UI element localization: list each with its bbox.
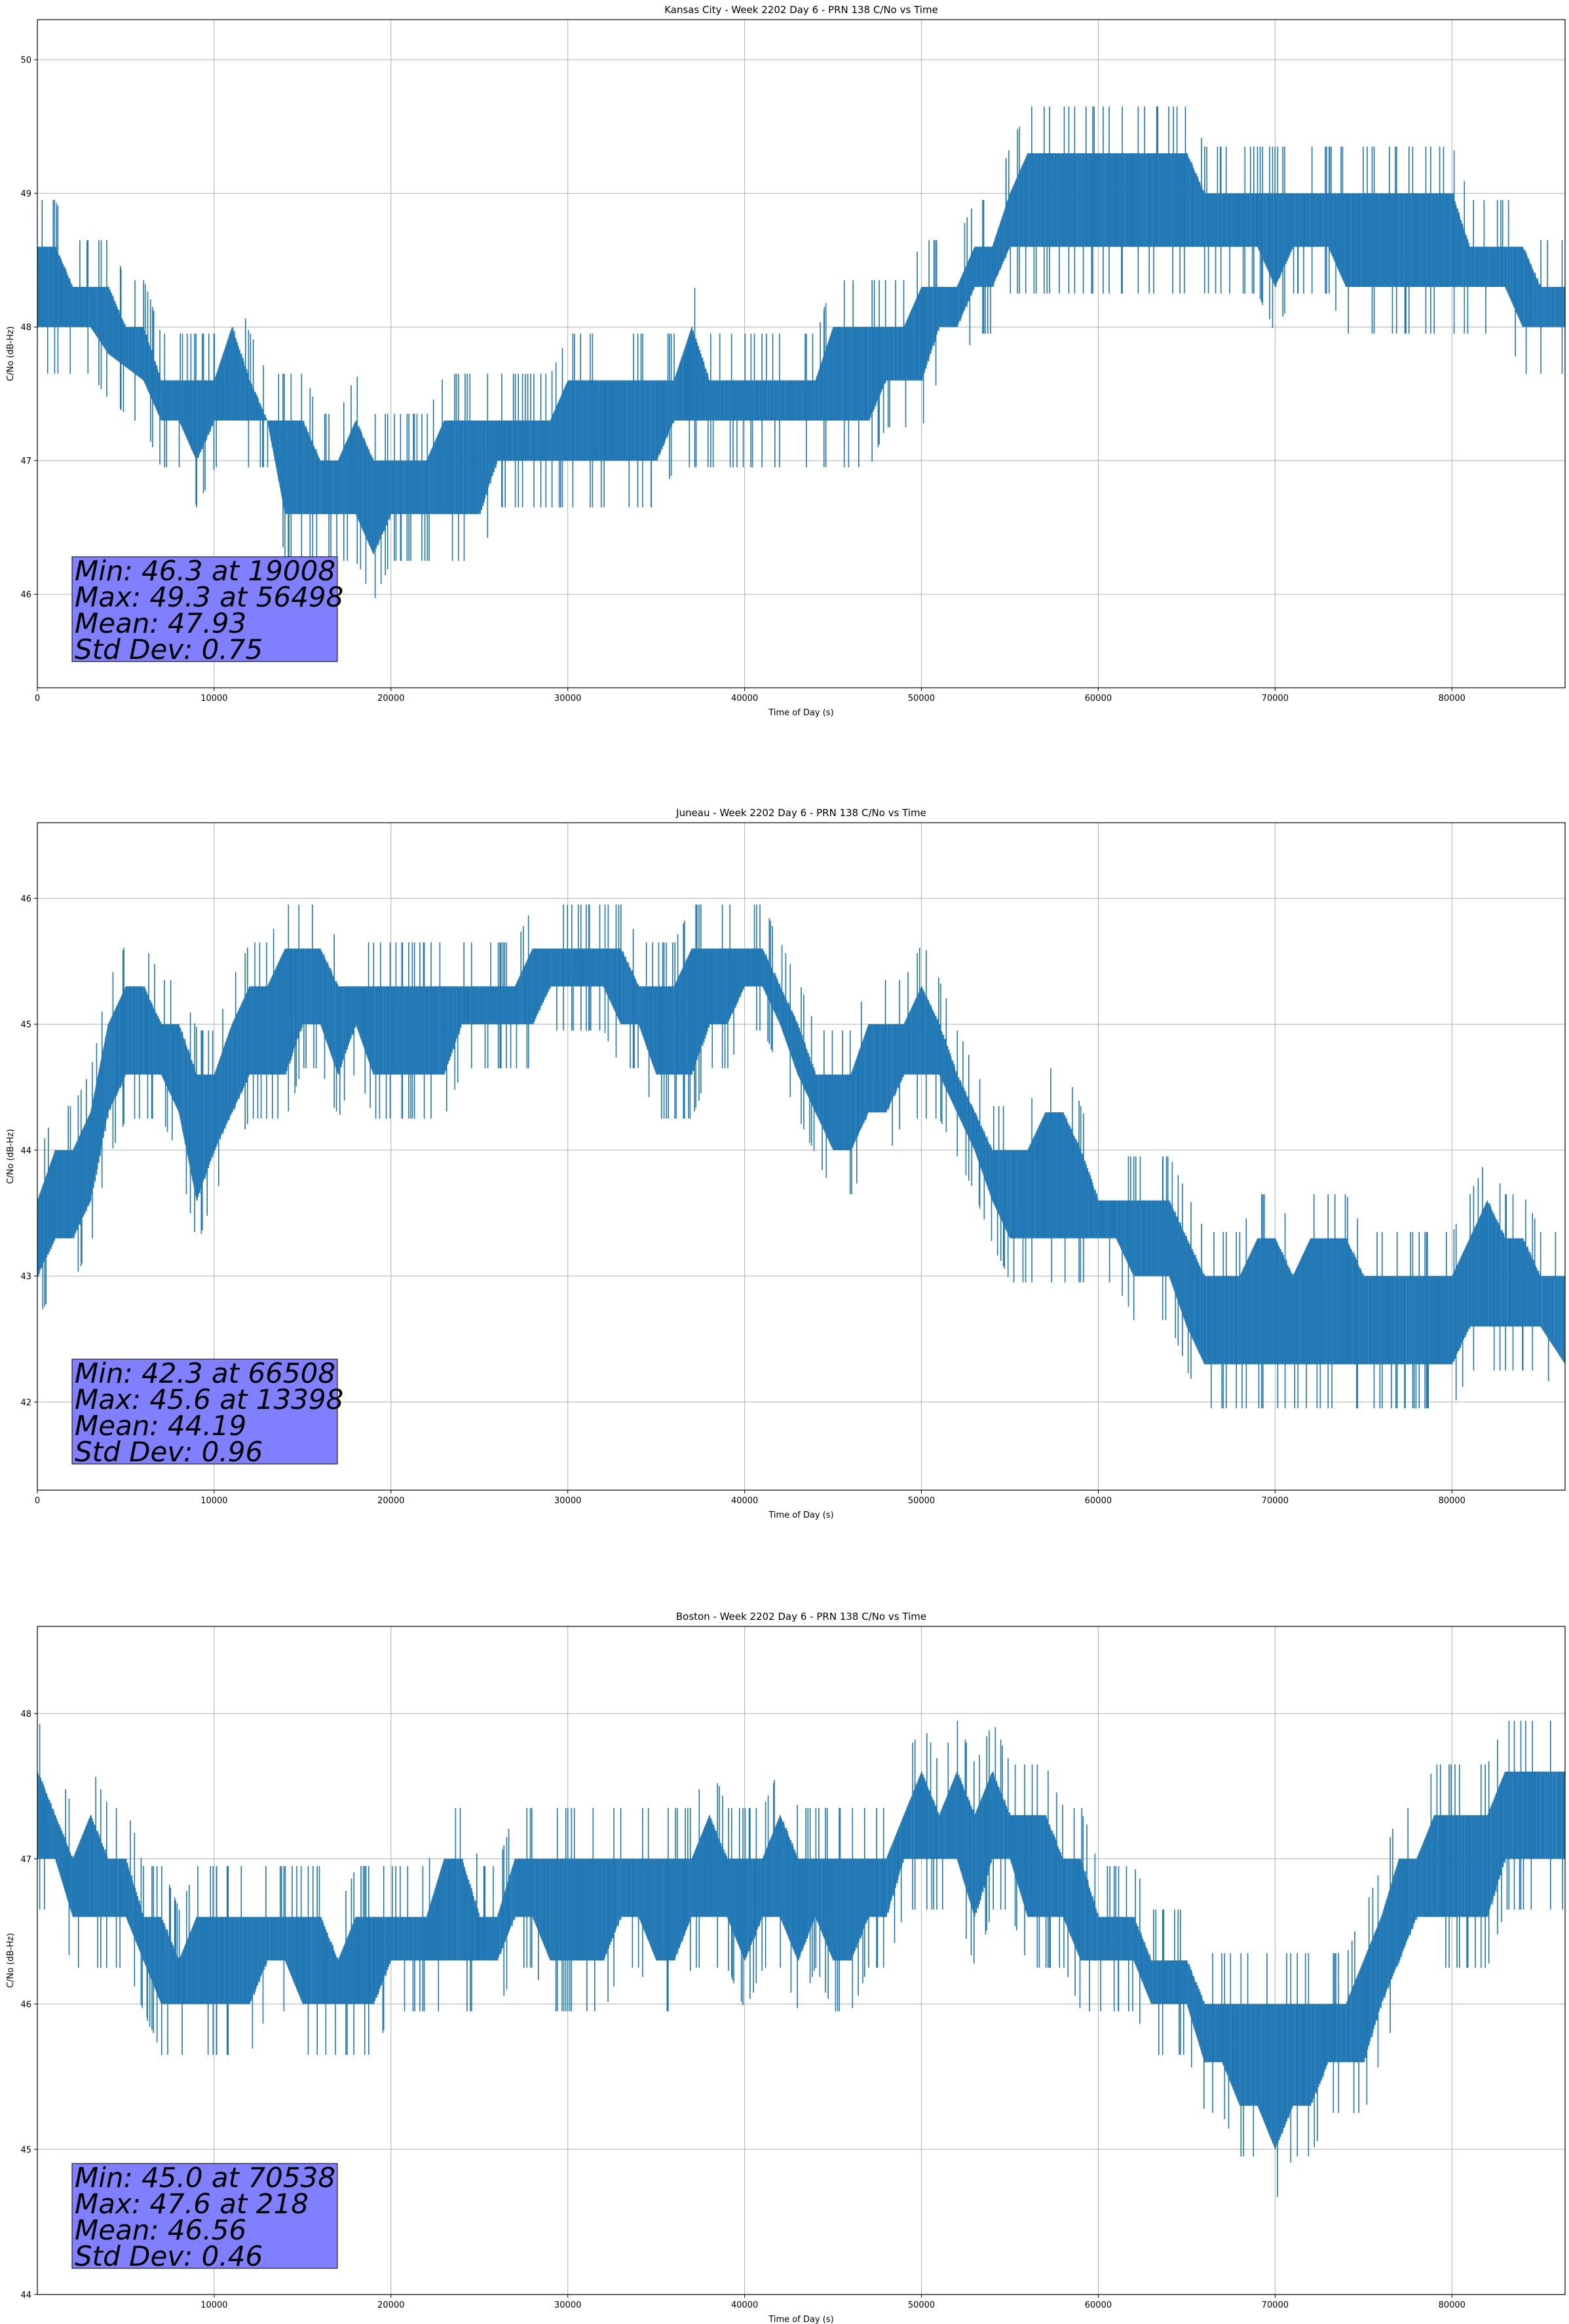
series-noise [38, 905, 1564, 1408]
stats-max: Max: 47.6 at 218 [75, 2188, 309, 2220]
series-cno [37, 1721, 1565, 2198]
x-tick-label: 40000 [731, 694, 758, 703]
chart-panel-1: 0 10000 20000 30000 40000 50000 60000 70000 8000… [6, 4, 1566, 718]
plot-frame [37, 19, 1566, 688]
x-tick-label: 40000 [731, 2300, 758, 2310]
x-tick-label: 80000 [1439, 2300, 1465, 2310]
x-axis-label: Time of Day (s) [768, 1510, 833, 1520]
y-tick-label: 48 [20, 1710, 31, 1719]
stats-mean: Mean: 47.93 [75, 607, 246, 639]
chart-title: Juneau - Week 2202 Day 6 - PRN 138 C/No … [675, 807, 926, 819]
stats-min: Min: 45.0 at 70538 [75, 2162, 335, 2194]
x-tick-label: 60000 [1085, 2300, 1112, 2310]
y-tick-label: 46 [20, 590, 31, 600]
series-noise [37, 106, 1565, 598]
x-tick-label: 70000 [1262, 2300, 1289, 2310]
x-tick-label: 30000 [554, 1496, 581, 1506]
x-tick-label: 80000 [1439, 1496, 1465, 1506]
x-axis-label: Time of Day (s) [768, 2315, 833, 2324]
x-tick-label: 70000 [1262, 694, 1289, 703]
stats-mean: Mean: 44.19 [75, 1410, 246, 1442]
chart-title: Kansas City - Week 2202 Day 6 - PRN 138 … [664, 4, 938, 16]
x-tick-label: 70000 [1262, 1496, 1289, 1506]
y-tick-label: 42 [20, 1398, 31, 1408]
y-tick-label: 47 [20, 457, 31, 466]
chart-panel-3: 10000 20000 30000 40000 50000 60000 70000 80000… [6, 1611, 1566, 2324]
x-tick-label: 30000 [554, 2300, 581, 2310]
x-tick-label: 10000 [200, 2300, 227, 2310]
x-tick-label: 20000 [377, 1496, 404, 1506]
series-cno [37, 106, 1565, 598]
x-tick-label: 10000 [200, 694, 227, 703]
stats-min: Min: 42.3 at 66508 [75, 1357, 335, 1389]
stats-box-background [71, 1359, 338, 1465]
x-tick-label: 30000 [554, 694, 581, 703]
y-axis-label: C/No (dB-Hz) [6, 326, 16, 381]
x-tick-label: 0 [35, 694, 40, 703]
stats-box-background [71, 556, 338, 662]
stats-box-background [71, 2163, 338, 2269]
x-tick-label: 20000 [377, 2300, 404, 2310]
y-tick-label: 44 [20, 1146, 31, 1156]
x-axis-label: Time of Day (s) [768, 708, 833, 718]
y-tick-label: 44 [20, 2291, 31, 2300]
plot-frame [37, 1626, 1566, 2295]
x-tick-label: 40000 [731, 1496, 758, 1506]
stats-std-dev: Std Dev: 0.75 [75, 633, 263, 665]
x-tick-label: 50000 [908, 1496, 935, 1506]
x-tick-label: 50000 [908, 2300, 935, 2310]
y-tick-label: 45 [20, 2145, 31, 2155]
stats-min: Min: 46.3 at 19008 [75, 555, 335, 587]
plot-frame [37, 822, 1566, 1491]
y-tick-label: 43 [20, 1272, 31, 1282]
stats-std-dev: Std Dev: 0.46 [75, 2240, 263, 2272]
series-cno [37, 905, 1565, 1408]
x-tick-label: 0 [35, 1496, 40, 1506]
y-axis-label: C/No (dB-Hz) [6, 1129, 16, 1184]
series-band [37, 1771, 1565, 2150]
x-tick-label: 60000 [1085, 694, 1112, 703]
y-tick-label: 50 [20, 56, 31, 66]
y-tick-label: 49 [20, 189, 31, 199]
x-tick-label: 20000 [377, 694, 404, 703]
chart-title: Boston - Week 2202 Day 6 - PRN 138 C/No … [676, 1611, 926, 1622]
x-tick-label: 60000 [1085, 1496, 1112, 1506]
y-tick-label: 47 [20, 1855, 31, 1865]
stats-max: Max: 49.3 at 56498 [75, 581, 343, 613]
series-noise [37, 1721, 1564, 2198]
y-tick-label: 46 [20, 2000, 31, 2010]
stats-max: Max: 45.6 at 13398 [75, 1383, 343, 1415]
y-tick-label: 45 [20, 1021, 31, 1030]
x-tick-label: 50000 [908, 694, 935, 703]
x-tick-label: 80000 [1439, 694, 1465, 703]
y-axis-label: C/No (dB-Hz) [6, 1933, 16, 1988]
x-tick-label: 10000 [200, 1496, 227, 1506]
y-tick-label: 48 [20, 323, 31, 333]
stats-mean: Mean: 46.56 [75, 2214, 246, 2246]
y-tick-label: 46 [20, 894, 31, 904]
chart-panel-2: 0 10000 20000 30000 40000 50000 60000 70000 8000… [6, 807, 1566, 1520]
stats-std-dev: Std Dev: 0.96 [75, 1436, 263, 1468]
